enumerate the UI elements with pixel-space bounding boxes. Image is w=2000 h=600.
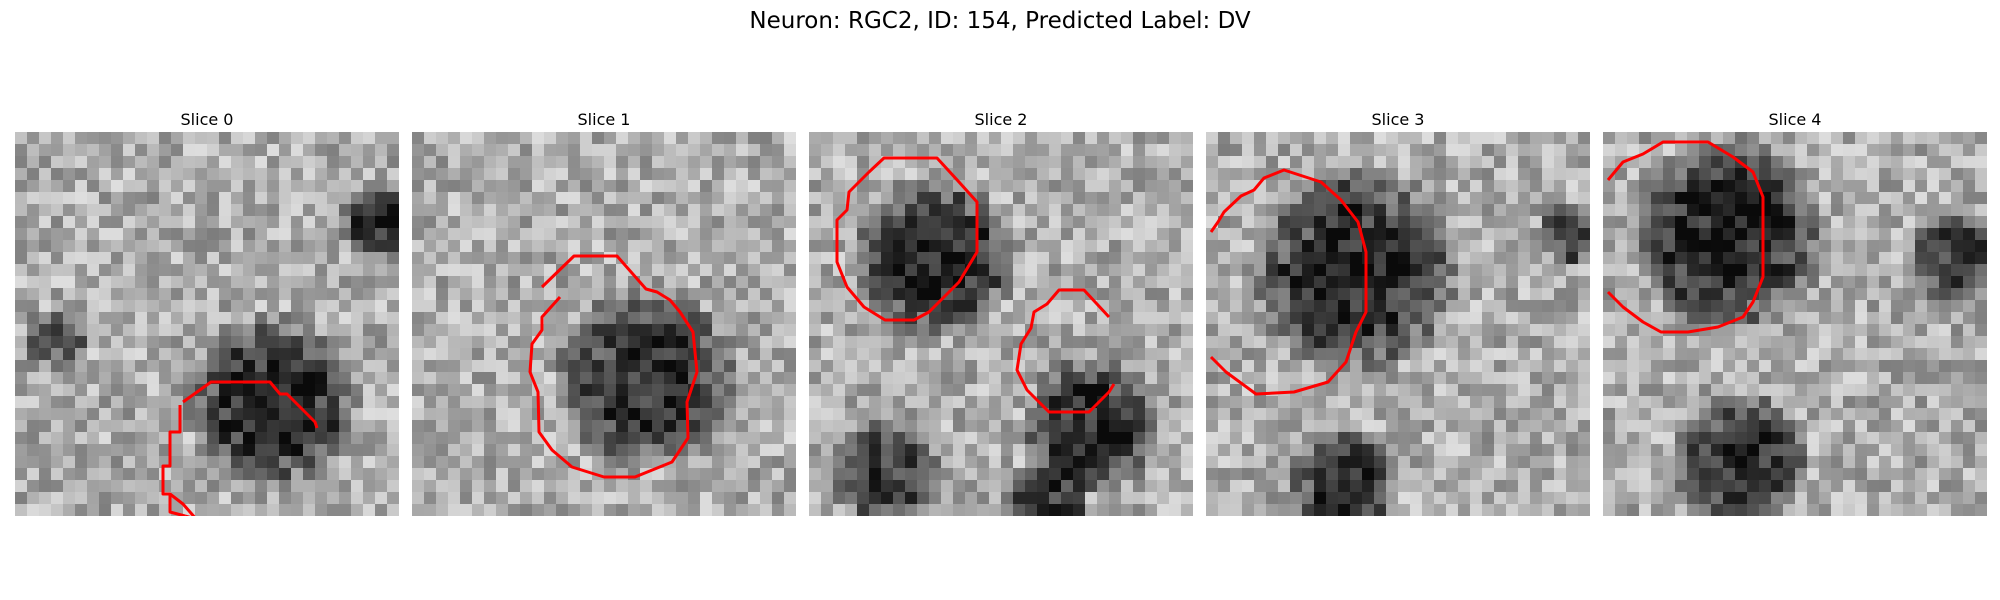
segmentation-contour [835,156,979,322]
pixel-grid [1603,132,1987,516]
slice-panel-0: Slice 0 [15,108,399,516]
slice-title: Slice 1 [577,110,631,129]
slice-image-2 [809,132,1193,516]
slice-title: Slice 3 [1371,110,1425,129]
segmentation-contour [528,254,699,479]
slice-panel-3: Slice 3 [1206,108,1590,516]
segmentation-contour [169,492,196,516]
pixel-grid [1206,132,1590,516]
slice-image-4 [1603,132,1987,516]
slice-panel-1: Slice 1 [412,108,796,516]
slice-image-3 [1206,132,1590,516]
slice-title: Slice 4 [1768,110,1822,129]
slice-image-0 [15,132,399,516]
slice-title: Slice 2 [974,110,1028,129]
segmentation-contour [1015,288,1116,414]
slice-panel-2: Slice 2 [809,108,1193,516]
pixel-grid [15,132,399,516]
slice-panel-4: Slice 4 [1603,108,1987,516]
slice-image-1 [412,132,796,516]
slice-title: Slice 0 [180,110,234,129]
segmentation-contour [161,405,186,516]
segmentation-contour [1606,140,1765,334]
segmentation-contour [182,380,319,429]
segmentation-contour [1209,168,1368,396]
pixel-grid [412,132,796,516]
pixel-grid [809,132,1193,516]
figure-title: Neuron: RGC2, ID: 154, Predicted Label: … [749,8,1251,34]
